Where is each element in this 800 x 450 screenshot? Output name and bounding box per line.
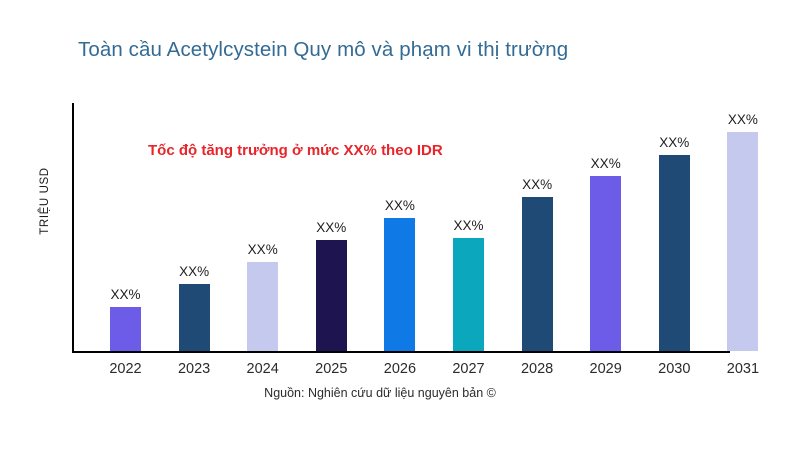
bar-value-label: XX% — [522, 177, 553, 193]
x-axis-tick-label: 2029 — [589, 361, 622, 377]
bar-group[interactable]: XX% 2030 — [658, 135, 690, 377]
bar-group[interactable]: XX% 2025 — [315, 220, 347, 377]
bar-value-label: XX% — [179, 264, 210, 280]
x-axis-tick-label: 2023 — [177, 361, 211, 377]
x-axis-tick-label: 2022 — [109, 361, 142, 377]
bar-value-label: XX% — [659, 134, 690, 150]
bar-group[interactable]: XX% 2031 — [727, 112, 759, 377]
bar[interactable] — [384, 218, 416, 351]
source-caption: Nguồn: Nghiên cứu dữ liệu nguyên bản © — [264, 386, 496, 400]
bar-group[interactable]: XX% 2027 — [452, 218, 484, 378]
bar-value-label: XX% — [453, 217, 484, 233]
bar-value-label: XX% — [110, 287, 141, 303]
bar-value-label: XX% — [247, 242, 278, 258]
x-axis-tick-label: 2027 — [452, 361, 485, 377]
bar-group[interactable]: XX% 2022 — [109, 287, 141, 377]
bar-value-label: XX% — [384, 198, 415, 214]
bar[interactable] — [727, 131, 759, 351]
bar[interactable] — [247, 262, 279, 351]
bar-value-label: XX% — [727, 111, 758, 127]
chart-title: Toàn cầu Acetylcystein Quy mô và phạm vi… — [78, 38, 569, 61]
bar[interactable] — [590, 175, 622, 351]
bar[interactable] — [658, 154, 690, 351]
bar-group[interactable]: XX% 2023 — [178, 264, 210, 377]
bar-group[interactable]: XX% 2026 — [384, 198, 416, 377]
bar-value-label: XX% — [590, 155, 621, 171]
bar[interactable] — [110, 307, 141, 351]
bar-group[interactable]: XX% 2028 — [521, 177, 553, 377]
x-axis-tick-label: 2031 — [726, 361, 760, 377]
x-axis-tick-label: 2026 — [383, 361, 417, 377]
bar[interactable] — [315, 240, 347, 351]
x-axis-tick-label: 2025 — [315, 361, 348, 377]
cagr-annotation: Tốc độ tăng trưởng ở mức XX% theo IDR — [148, 142, 443, 159]
x-axis-tick-label: 2028 — [520, 361, 554, 377]
bar[interactable] — [521, 197, 553, 351]
x-axis-tick-label: 2024 — [246, 361, 279, 377]
x-axis-tick-label: 2030 — [658, 361, 691, 377]
y-axis-line — [72, 103, 74, 351]
bar-group[interactable]: XX% 2029 — [590, 156, 622, 378]
bar-group[interactable]: XX% 2024 — [247, 242, 279, 377]
bar-value-label: XX% — [316, 220, 347, 236]
bar[interactable] — [453, 237, 484, 351]
bar[interactable] — [178, 284, 210, 351]
x-axis-line — [72, 351, 730, 353]
